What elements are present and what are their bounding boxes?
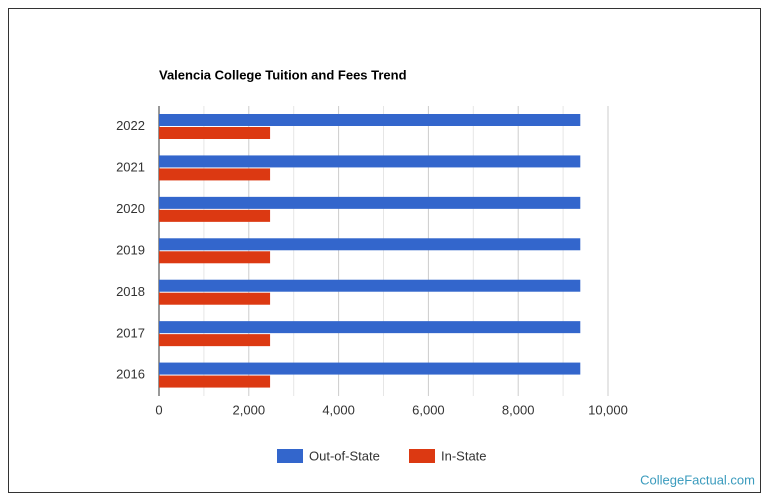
y-tick-label: 2017: [116, 325, 145, 340]
legend-swatch: [277, 449, 303, 463]
y-tick-label: 2020: [116, 201, 145, 216]
x-tick-label: 4,000: [322, 402, 355, 417]
y-tick-label: 2018: [116, 284, 145, 299]
legend-swatch: [409, 449, 435, 463]
chart-title: Valencia College Tuition and Fees Trend: [159, 67, 407, 82]
bar: [159, 334, 271, 347]
bar: [159, 251, 271, 264]
bar: [159, 114, 581, 126]
y-tick-label: 2022: [116, 118, 145, 133]
frame: [8, 8, 761, 493]
x-tick-label: 2,000: [233, 402, 266, 417]
bar: [159, 292, 271, 305]
bar: [159, 279, 581, 292]
bar: [159, 209, 271, 222]
bar: [159, 127, 271, 139]
bar: [159, 321, 581, 334]
watermark[interactable]: CollegeFactual.com: [640, 472, 755, 487]
y-tick-label: 2019: [116, 242, 145, 257]
bar: [159, 375, 271, 388]
bar: [159, 168, 271, 181]
x-tick-label: 0: [155, 402, 162, 417]
y-tick-label: 2021: [116, 160, 145, 175]
x-tick-label: 10,000: [588, 402, 628, 417]
x-tick-label: 8,000: [502, 402, 535, 417]
legend-label: In-State: [441, 448, 487, 463]
bar: [159, 362, 581, 375]
bar: [159, 155, 581, 168]
legend-label: Out-of-State: [309, 448, 380, 463]
bar: [159, 196, 581, 209]
y-tick-label: 2016: [116, 367, 145, 382]
bar: [159, 238, 581, 251]
x-tick-label: 6,000: [412, 402, 445, 417]
